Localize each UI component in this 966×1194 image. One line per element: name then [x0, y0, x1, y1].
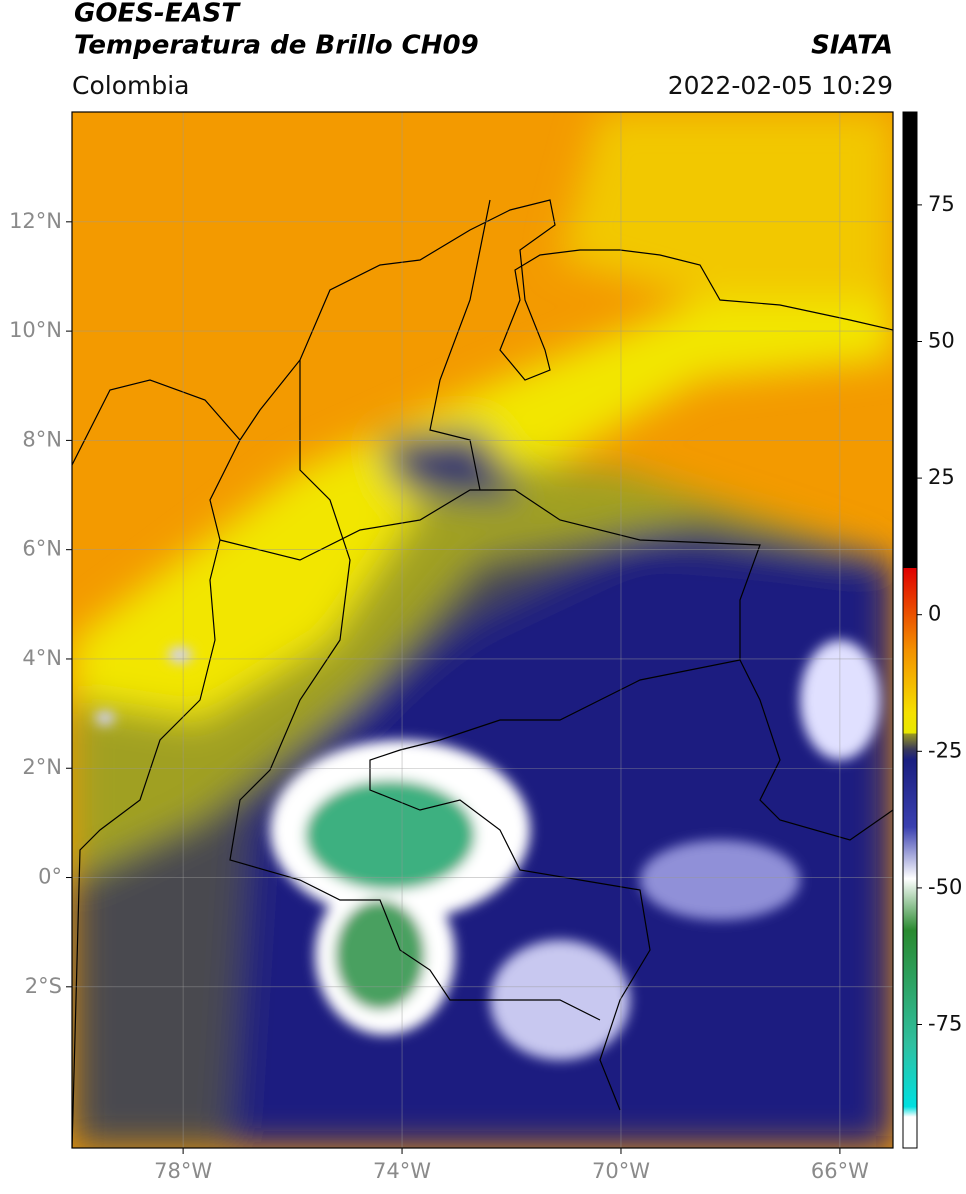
colorbar-tick-label: 25: [928, 465, 955, 489]
x-tick-label: 70°W: [592, 1159, 650, 1183]
colorbar-tick-label: -25: [928, 738, 962, 762]
y-tick-label: 10°N: [9, 318, 62, 342]
subtitle: Temperatura de Brillo CH09: [74, 31, 479, 61]
x-tick-label: 74°W: [373, 1159, 431, 1183]
title: GOES-EAST: [74, 0, 241, 29]
colorbar-tick-label: 75: [928, 192, 955, 216]
map-frame: [71, 111, 894, 1149]
x-tick-label: 66°W: [811, 1159, 869, 1183]
colorbar-tick-label: 0: [928, 602, 941, 626]
source: SIATA: [811, 31, 893, 61]
colorbar-tick-label: -75: [928, 1012, 962, 1036]
region: Colombia: [72, 71, 189, 100]
satellite-image: [72, 112, 893, 1148]
y-tick-label: 2°N: [22, 755, 62, 779]
colorbar-tick-label: -50: [928, 875, 962, 899]
datetime: 2022-02-05 10:29: [668, 71, 893, 100]
y-tick-label: 4°N: [22, 646, 62, 670]
x-tick-label: 78°W: [154, 1159, 212, 1183]
y-tick-label: 12°N: [9, 209, 62, 233]
y-tick-label: 0°: [38, 865, 62, 889]
colorbar: [902, 111, 918, 1149]
y-tick-label: 2°S: [25, 974, 62, 998]
y-tick-label: 8°N: [22, 427, 62, 451]
y-tick-label: 6°N: [22, 537, 62, 561]
colorbar-tick-label: 50: [928, 328, 955, 352]
grid: [72, 112, 893, 1148]
